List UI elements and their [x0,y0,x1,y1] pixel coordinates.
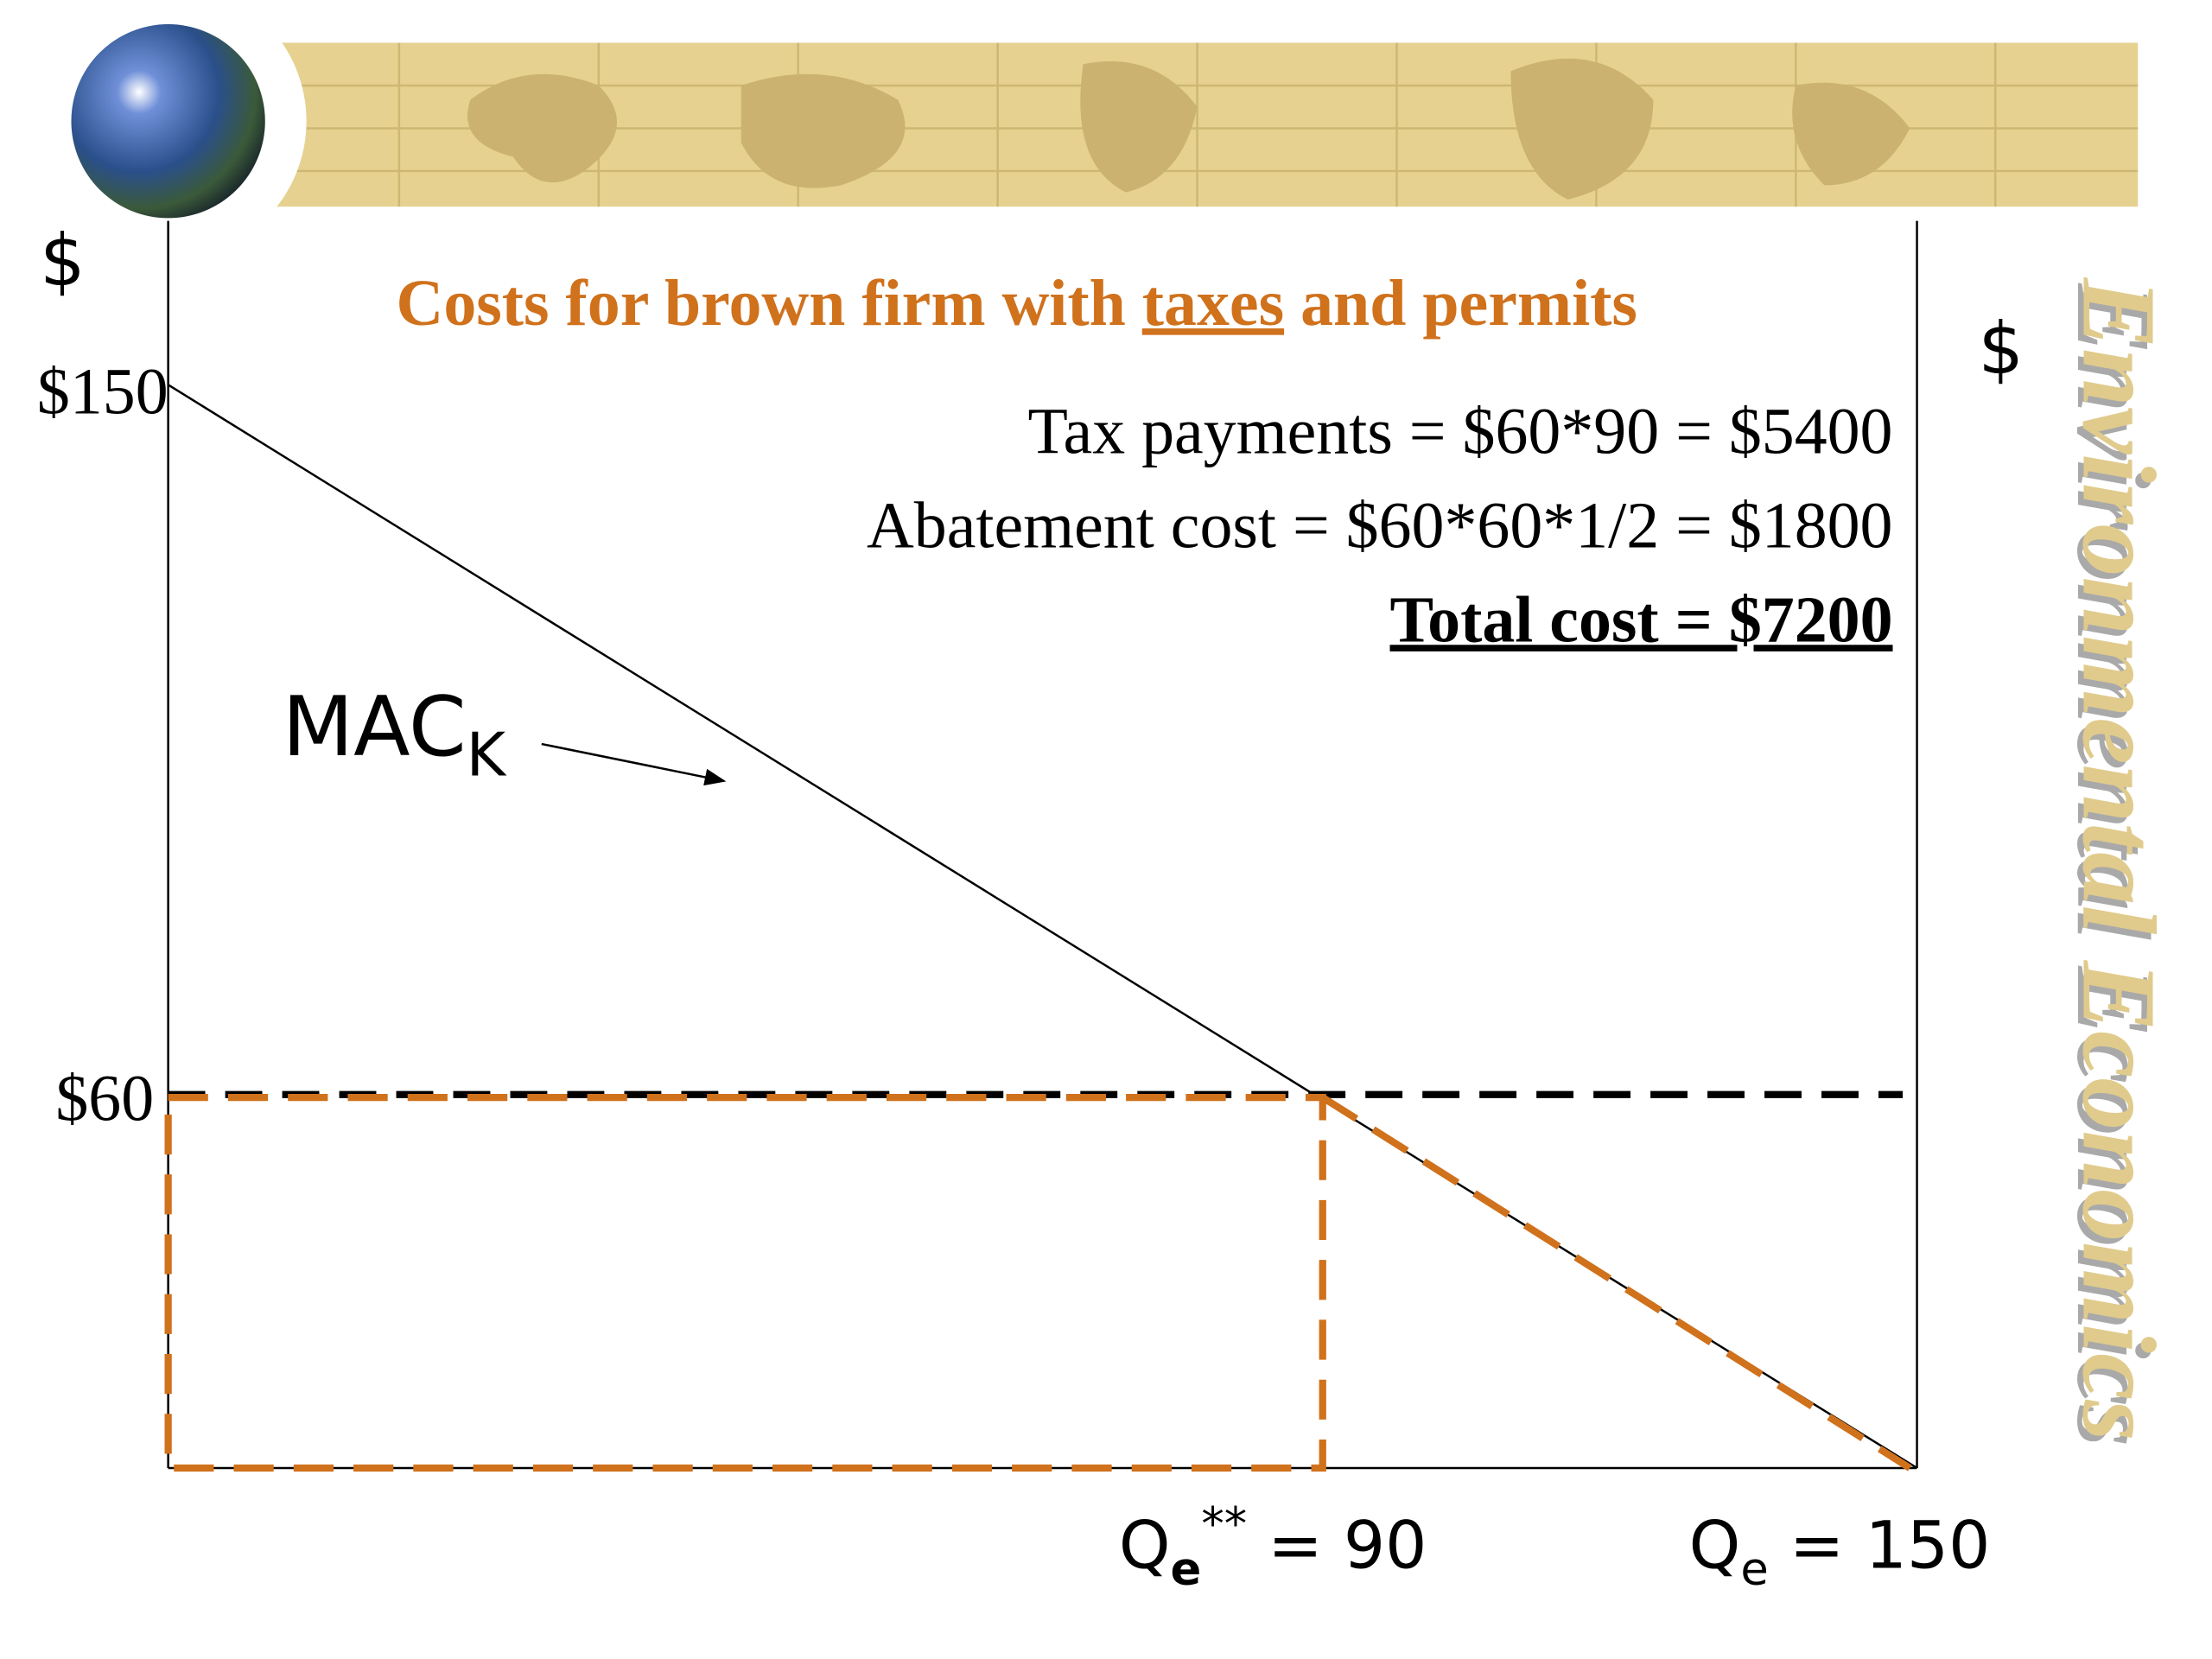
calculation: Tax payments = $60*90 = $5400 [1028,396,1893,468]
x-label-main: Q [1119,1507,1171,1583]
y-label: $150 [37,355,168,428]
side-title: Environmental Economics [2061,277,2177,1441]
x-label-superscript: ** [1201,1497,1247,1550]
mac-curve [167,384,1918,1470]
calculation-total: Total cost = $7200 [1390,583,1893,656]
cost-areas [164,1093,1912,1472]
curve-label-main: MAC [283,678,467,775]
curve-label: MACK [283,678,507,790]
calculations: Tax payments = $60*90 = $5400 Abatement … [867,396,1893,657]
curve-pointer [541,742,727,786]
x-label-rest: = 150 [1769,1507,1991,1583]
x-label-subscript: e [1171,1543,1202,1596]
x-label-subscript: e [1740,1543,1768,1596]
x-label-rest: = 90 [1247,1507,1427,1583]
calculation: Abatement cost = $60*60*1/2 = $1800 [867,489,1893,562]
y-axis-label: $ [40,219,85,302]
right-axis-label: $ [1978,308,2023,391]
header-banner [29,0,2139,260]
title-part: Costs for brown firm with [397,267,1142,340]
side-title-shadow: Environmental Economics [2055,283,2171,1446]
globe-icon [71,24,265,219]
y-label: $60 [55,1062,154,1135]
title-emphasis: taxes [1142,267,1284,340]
title-part: and permits [1284,267,1637,340]
x-label: Qe** = 90 [1119,1497,1427,1596]
slide-title: Costs for brown firm with taxes and perm… [397,267,1637,340]
x-label: Qe = 150 [1689,1507,1991,1596]
x-label-main: Q [1689,1507,1741,1583]
curve-label-subscript: K [467,721,507,790]
